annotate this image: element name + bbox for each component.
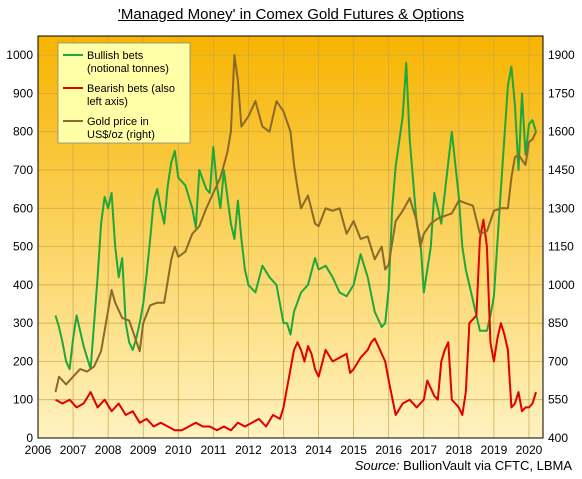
legend-label-line: left axis): [87, 96, 128, 108]
legend-label-line: (notional tonnes): [87, 63, 169, 75]
y-right-tick-label: 1150: [548, 240, 574, 254]
y-right-tick-label: 1450: [548, 163, 575, 177]
legend-box: [57, 42, 191, 144]
chart-source: Source: BullionVault via CFTC, LBMA: [355, 458, 572, 473]
x-tick-label: 2006: [25, 443, 52, 457]
plot-border: [37, 35, 544, 439]
y-right-tick-label: 1750: [548, 86, 575, 100]
source-label: Source:: [354, 458, 400, 473]
y-left-tick-label: 300: [13, 316, 33, 330]
legend-label-line: Bearish bets (also: [87, 83, 175, 95]
x-tick-label: 2016: [375, 443, 402, 457]
legend-label-line: US$/oz (right): [87, 129, 155, 141]
chart-title: 'Managed Money' in Comex Gold Futures & …: [118, 6, 464, 23]
y-left-tick-label: 0: [26, 431, 33, 445]
legend-label-line: Gold price in: [87, 116, 149, 128]
y-right-tick-label: 400: [548, 431, 568, 445]
x-tick-label: 2014: [305, 443, 332, 457]
x-tick-label: 2019: [481, 443, 508, 457]
x-tick-label: 2008: [95, 443, 122, 457]
source-text: BullionVault via CFTC, LBMA: [403, 458, 572, 473]
y-left-tick-label: 100: [13, 393, 33, 407]
x-tick-label: 2013: [270, 443, 297, 457]
y-left-tick-label: 600: [13, 201, 33, 215]
y-left-tick-label: 800: [13, 125, 33, 139]
y-right-tick-label: 700: [548, 354, 568, 368]
x-tick-label: 2011: [200, 443, 226, 457]
gold-price-line: [54, 54, 537, 393]
x-tick-label: 2017: [410, 443, 437, 457]
y-left-tick-label: 1000: [6, 48, 33, 62]
x-tick-label: 2015: [340, 443, 367, 457]
y-left-tick-label: 700: [13, 163, 33, 177]
y-right-tick-label: 1300: [548, 201, 575, 215]
legend-label: Gold price in US$/oz (right): [87, 116, 155, 141]
y-left-tick-label: 200: [13, 354, 33, 368]
legend-label: Bullish bets (notional tonnes): [87, 50, 169, 75]
y-left-tick-label: 500: [13, 240, 33, 254]
y-left-tick-label: 400: [13, 278, 33, 292]
x-tick-label: 2012: [235, 443, 262, 457]
legend-label-line: Bullish bets: [87, 50, 144, 62]
y-right-tick-label: 1000: [548, 278, 575, 292]
y-right-tick-label: 850: [548, 316, 568, 330]
y-right-tick-label: 1600: [548, 125, 575, 139]
bullish-bets-line: [54, 61, 537, 371]
x-tick-label: 2007: [60, 443, 87, 457]
legend-label: Bearish bets (also left axis): [87, 83, 175, 108]
x-tick-label: 2010: [165, 443, 192, 457]
x-tick-label: 2009: [130, 443, 157, 457]
x-tick-label: 2020: [516, 443, 543, 457]
y-left-tick-label: 900: [13, 86, 33, 100]
x-tick-label: 2018: [445, 443, 472, 457]
y-right-tick-label: 550: [548, 393, 568, 407]
y-right-tick-label: 1900: [548, 48, 575, 62]
bearish-bets-line: [55, 218, 537, 432]
